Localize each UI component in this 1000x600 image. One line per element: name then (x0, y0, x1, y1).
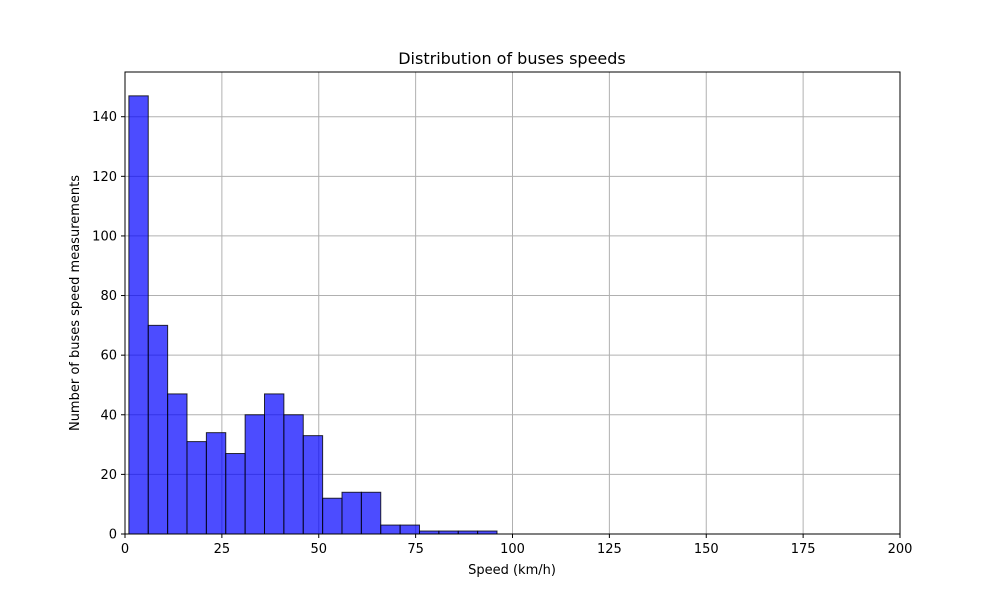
x-tick-label: 75 (407, 542, 424, 557)
histogram-bar (167, 393, 188, 535)
histogram-bar (244, 414, 265, 535)
histogram-bar (225, 453, 246, 535)
histogram-bar (205, 432, 227, 535)
x-tick-label: 0 (121, 542, 129, 557)
histogram-bar (380, 524, 401, 535)
y-axis-label: Number of buses speed measurements (68, 175, 83, 431)
y-tick-label: 0 (109, 528, 117, 543)
x-tick-label: 125 (597, 542, 622, 557)
x-tick-label: 150 (694, 542, 719, 557)
histogram-bar (399, 524, 420, 535)
histogram-bar (360, 491, 382, 535)
y-tick-label: 100 (92, 229, 117, 244)
histogram-bar (283, 414, 304, 535)
histogram-bar (264, 393, 285, 535)
histogram-bar (128, 95, 149, 535)
chart-title: Distribution of buses speeds (398, 49, 626, 68)
y-tick-label: 20 (100, 468, 117, 483)
y-tick-label: 60 (100, 349, 117, 364)
histogram-bar (147, 324, 169, 535)
y-tick-label: 140 (92, 110, 117, 125)
histogram-bar (186, 441, 207, 535)
x-tick-label: 50 (310, 542, 327, 557)
x-tick-label: 175 (791, 542, 816, 557)
x-axis-ticks: 0 25 50 75 100 125 150 175 200 (121, 534, 913, 557)
x-tick-label: 100 (500, 542, 525, 557)
x-tick-label: 25 (214, 542, 231, 557)
y-tick-label: 40 (100, 408, 117, 423)
y-tick-label: 80 (100, 289, 117, 304)
histogram-bar (341, 491, 362, 535)
histogram-bar (302, 435, 324, 535)
x-axis-label: Speed (km/h) (468, 563, 556, 578)
x-tick-label: 200 (888, 542, 913, 557)
y-axis-ticks: 0 20 40 60 80 100 120 140 (92, 110, 125, 543)
histogram-bar (322, 497, 343, 535)
y-tick-label: 120 (92, 170, 117, 185)
